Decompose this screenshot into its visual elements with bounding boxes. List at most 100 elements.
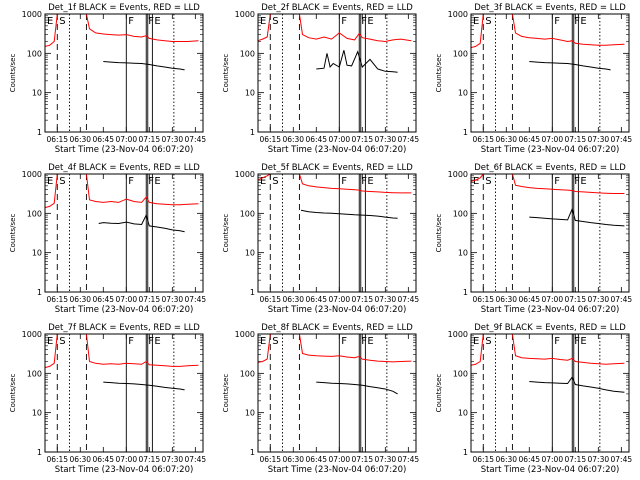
- y-tick-label: 10: [458, 89, 468, 98]
- x-tick-label: 06:45: [92, 135, 114, 144]
- x-tick-label: 06:30: [69, 135, 91, 144]
- y-tick-label: 10: [458, 249, 468, 258]
- plot-frame: [44, 173, 204, 293]
- y-axis-label: Counts/sec: [435, 374, 443, 413]
- y-tick-label: 1000: [22, 330, 42, 339]
- y-tick-label: 100: [27, 209, 42, 218]
- marker-label: F: [128, 336, 134, 347]
- x-tick-label: 07:00: [541, 135, 563, 144]
- events-series-line: [316, 50, 398, 73]
- panel-title: Det_4f BLACK = Events, RED = LLD: [48, 163, 200, 173]
- panel-title: Det_6f BLACK = Events, RED = LLD: [474, 163, 626, 173]
- marker-label: S: [272, 176, 278, 187]
- marker-label: F: [574, 176, 580, 187]
- y-tick-label: 100: [27, 369, 42, 378]
- y-tick-label: 1: [37, 128, 42, 137]
- y-tick-label: 100: [27, 49, 42, 58]
- chart-panel: Det_6f BLACK = Events, RED = LLD Start Ti…: [435, 163, 632, 315]
- y-tick-label: 10: [458, 409, 468, 418]
- x-axis-label: Start Time (23-Nov-04 06:07:20): [481, 465, 620, 475]
- events-series-line: [529, 207, 625, 227]
- y-axis-label: Counts/sec: [222, 374, 230, 413]
- chart-panel: Det_8f BLACK = Events, RED = LLD Start Ti…: [222, 323, 419, 475]
- lld-series-line: [470, 333, 625, 366]
- x-tick-label: 06:15: [46, 295, 68, 304]
- x-tick-label: 07:30: [162, 135, 184, 144]
- panel-title: Det_7f BLACK = Events, RED = LLD: [48, 323, 200, 333]
- x-tick-label: 06:15: [472, 455, 494, 464]
- panel-title: Det_1f BLACK = Events, RED = LLD: [48, 3, 200, 13]
- plot-frame: [470, 333, 630, 453]
- x-tick-label: 07:00: [115, 135, 137, 144]
- y-tick-label: 1: [250, 128, 255, 137]
- marker-label: F: [128, 176, 134, 187]
- y-axis-label: Counts/sec: [435, 54, 443, 93]
- marker-label: E: [154, 176, 160, 187]
- plot-frame: [44, 13, 204, 133]
- x-axis-label: Start Time (23-Nov-04 06:07:20): [268, 305, 407, 315]
- marker-label: S: [485, 16, 491, 27]
- marker-label: F: [361, 176, 367, 187]
- marker-label: F: [341, 336, 347, 347]
- x-tick-label: 06:45: [518, 135, 540, 144]
- events-series-line: [103, 381, 185, 391]
- x-axis-label: Start Time (23-Nov-04 06:07:20): [268, 145, 407, 155]
- x-tick-label: 07:15: [564, 135, 586, 144]
- y-tick-label: 10: [32, 409, 42, 418]
- events-series-line: [316, 381, 398, 395]
- x-tick-label: 06:45: [518, 295, 540, 304]
- plot-frame: [44, 333, 204, 453]
- y-tick-label: 1000: [235, 170, 255, 179]
- panel-title: Det_5f BLACK = Events, RED = LLD: [261, 163, 413, 173]
- panel-title: Det_9f BLACK = Events, RED = LLD: [474, 323, 626, 333]
- marker-label: E: [367, 336, 373, 347]
- plot-frame: [470, 13, 630, 133]
- x-tick-label: 07:45: [398, 295, 420, 304]
- marker-label: E: [47, 336, 53, 347]
- x-axis-label: Start Time (23-Nov-04 06:07:20): [55, 465, 194, 475]
- marker-label: F: [361, 16, 367, 27]
- y-tick-label: 100: [453, 49, 468, 58]
- x-tick-label: 06:15: [259, 135, 281, 144]
- chart-panel: Det_4f BLACK = Events, RED = LLD Start Ti…: [9, 163, 206, 315]
- y-tick-label: 100: [453, 209, 468, 218]
- chart-panel: Det_9f BLACK = Events, RED = LLD Start Ti…: [435, 323, 632, 475]
- marker-label: E: [154, 336, 160, 347]
- x-tick-label: 06:45: [305, 135, 327, 144]
- y-axis-label: Counts/sec: [435, 214, 443, 253]
- y-tick-label: 10: [32, 89, 42, 98]
- y-tick-label: 1: [37, 288, 42, 297]
- lld-series-line: [470, 13, 625, 49]
- marker-label: E: [580, 16, 586, 27]
- x-tick-label: 06:30: [282, 455, 304, 464]
- x-tick-label: 06:30: [495, 455, 517, 464]
- y-tick-label: 1000: [448, 170, 468, 179]
- x-axis-label: Start Time (23-Nov-04 06:07:20): [268, 465, 407, 475]
- marker-label: F: [574, 16, 580, 27]
- x-tick-label: 06:30: [69, 295, 91, 304]
- marker-label: S: [59, 176, 65, 187]
- y-tick-label: 10: [245, 89, 255, 98]
- x-axis-label: Start Time (23-Nov-04 06:07:20): [481, 145, 620, 155]
- events-series-line: [529, 61, 611, 71]
- x-tick-label: 07:30: [375, 295, 397, 304]
- plot-frame: [470, 173, 630, 293]
- x-tick-label: 06:45: [92, 295, 114, 304]
- y-tick-label: 100: [453, 369, 468, 378]
- marker-label: F: [554, 336, 560, 347]
- marker-label: F: [148, 16, 154, 27]
- x-tick-label: 06:15: [46, 455, 68, 464]
- y-tick-label: 1000: [448, 330, 468, 339]
- marker-label: S: [59, 336, 65, 347]
- x-tick-label: 07:30: [588, 135, 610, 144]
- x-tick-label: 07:15: [564, 295, 586, 304]
- y-axis-label: Counts/sec: [9, 374, 17, 413]
- x-tick-label: 07:15: [564, 455, 586, 464]
- x-tick-label: 07:15: [351, 295, 373, 304]
- plot-frame: [257, 173, 417, 293]
- marker-label: F: [341, 16, 347, 27]
- y-tick-label: 1000: [22, 10, 42, 19]
- marker-label: S: [59, 16, 65, 27]
- x-tick-label: 07:45: [398, 455, 420, 464]
- marker-label: E: [473, 336, 479, 347]
